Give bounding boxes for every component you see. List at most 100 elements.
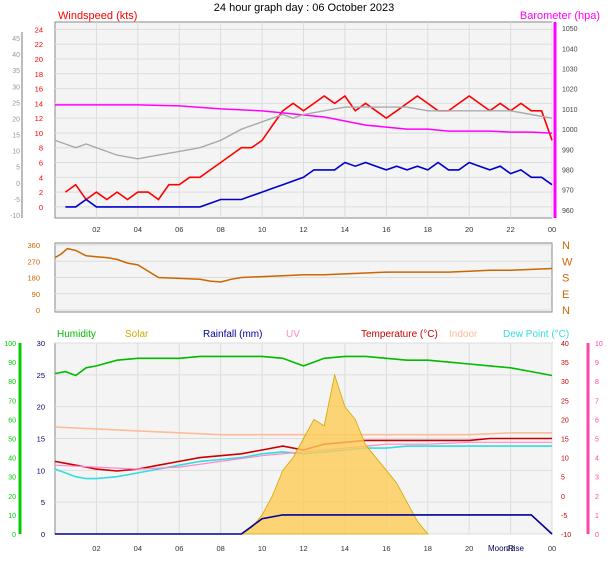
barometer-tick-label: 1000 (562, 127, 578, 134)
left-tick-label: 16 (35, 85, 43, 94)
legend-item: Humidity (57, 329, 96, 340)
direction-tick-label: 270 (27, 257, 40, 266)
compass-label: N (562, 305, 570, 317)
x-tick-label: 08 (216, 225, 224, 234)
outer-left-tick-label: 0 (16, 181, 20, 188)
x-tick-label: 10 (258, 544, 266, 553)
x-tick-label: 18 (424, 225, 432, 234)
wind-direction-line (54, 247, 553, 283)
barometer-tick-label: 1050 (562, 26, 578, 33)
outer-left-tick-label: 25 (12, 100, 20, 107)
barometer-tick-label: 990 (562, 147, 574, 154)
outer-left-tick-label: -10 (10, 213, 20, 220)
outer-left-tick-label: 20 (12, 116, 20, 123)
legend-item: Solar (125, 329, 149, 340)
windspeed-axis-label: Windspeed (kts) (58, 10, 137, 22)
x-tick-label: 04 (134, 544, 142, 553)
temperature-tick-label: 20 (561, 417, 569, 424)
x-tick-label: 04 (134, 225, 142, 234)
x-tick-label: 00 (548, 225, 556, 234)
compass-label: S (562, 273, 569, 285)
humidity-tick-label: 50 (8, 437, 16, 444)
x-tick-label: 18 (424, 544, 432, 553)
left-tick-label: 6 (39, 159, 43, 168)
compass-label: E (562, 289, 569, 301)
left-tick-label: 24 (35, 25, 43, 34)
moonrise-label: MoonRise (488, 544, 525, 553)
inner-left-tick-label: 25 (37, 371, 45, 380)
left-tick-label: 4 (39, 173, 43, 182)
outer-left-tick-label: 40 (12, 52, 20, 59)
humidity-tick-label: 70 (8, 398, 16, 405)
x-tick-label: 22 (506, 544, 514, 553)
temperature-humidity-panel: Humidity Solar Rainfall (mm) UV Temperature … (4, 329, 603, 553)
legend-item: UV (286, 329, 300, 340)
humidity-tick-label: 0 (12, 532, 16, 539)
legend-item: Rainfall (mm) (203, 329, 262, 340)
x-tick-label: 20 (465, 225, 473, 234)
direction-tick-label: 90 (32, 290, 40, 299)
temperature-tick-label: 30 (561, 379, 569, 386)
temperature-tick-label: -10 (561, 532, 571, 539)
outer-left-tick-label: 35 (12, 68, 20, 75)
legend-item: Temperature (°C) (361, 329, 438, 340)
outer-left-tick-label: -5 (14, 197, 20, 204)
x-tick-label: 16 (382, 225, 390, 234)
x-tick-label: 02 (92, 225, 100, 234)
temperature-tick-label: 35 (561, 360, 569, 367)
outer-left-tick-label: 45 (12, 36, 20, 43)
humidity-tick-label: 90 (8, 360, 16, 367)
uv-tick-label: 1 (595, 513, 599, 520)
uv-tick-label: 2 (595, 494, 599, 501)
humidity-tick-label: 100 (4, 341, 16, 348)
temperature-tick-label: 5 (561, 475, 565, 482)
barometer-tick-label: 1030 (562, 66, 578, 73)
gray-series-line (54, 106, 553, 160)
temperature-tick-label: 25 (561, 398, 569, 405)
x-tick-label: 12 (299, 544, 307, 553)
graph-title: 24 hour graph day : 06 October 2023 (214, 2, 394, 14)
outer-left-tick-label: 5 (16, 165, 20, 172)
x-tick-label: 00 (548, 544, 556, 553)
temperature-tick-label: 0 (561, 494, 565, 501)
barometer-tick-label: 980 (562, 168, 574, 175)
left-tick-label: 2 (39, 188, 43, 197)
humidity-tick-label: 30 (8, 475, 16, 482)
outer-left-tick-label: 10 (12, 149, 20, 156)
left-tick-label: 14 (35, 99, 43, 108)
temperature-tick-label: 40 (561, 341, 569, 348)
outer-left-tick-label: 15 (12, 133, 20, 140)
direction-tick-label: 180 (27, 274, 40, 283)
direction-tick-label: 360 (27, 241, 40, 250)
x-tick-label: 22 (506, 225, 514, 234)
x-tick-label: 02 (92, 544, 100, 553)
barometer-tick-label: 1020 (562, 87, 578, 94)
x-tick-label: 08 (216, 544, 224, 553)
inner-left-tick-label: 20 (37, 403, 45, 412)
humidity-tick-label: 60 (8, 417, 16, 424)
x-tick-label: 16 (382, 544, 390, 553)
uv-tick-label: 7 (595, 398, 599, 405)
uv-tick-label: 5 (595, 437, 599, 444)
solar-area (239, 373, 429, 535)
uv-tick-label: 9 (595, 360, 599, 367)
inner-left-tick-label: 30 (37, 339, 45, 348)
barometer-tick-label: 1010 (562, 107, 578, 114)
uv-tick-label: 10 (595, 341, 603, 348)
uv-tick-label: 6 (595, 417, 599, 424)
x-tick-label: 14 (341, 544, 349, 553)
uv-tick-label: 0 (595, 532, 599, 539)
left-tick-label: 20 (35, 55, 43, 64)
barometer-tick-label: 1040 (562, 46, 578, 53)
left-tick-label: 22 (35, 40, 43, 49)
x-tick-label: 06 (175, 225, 183, 234)
barometer-line (55, 104, 553, 134)
wind-average-line (65, 161, 553, 208)
inner-left-tick-label: 10 (37, 466, 45, 475)
temperature-tick-label: 10 (561, 456, 569, 463)
x-tick-label: 12 (299, 225, 307, 234)
direction-tick-label: 0 (36, 306, 40, 315)
